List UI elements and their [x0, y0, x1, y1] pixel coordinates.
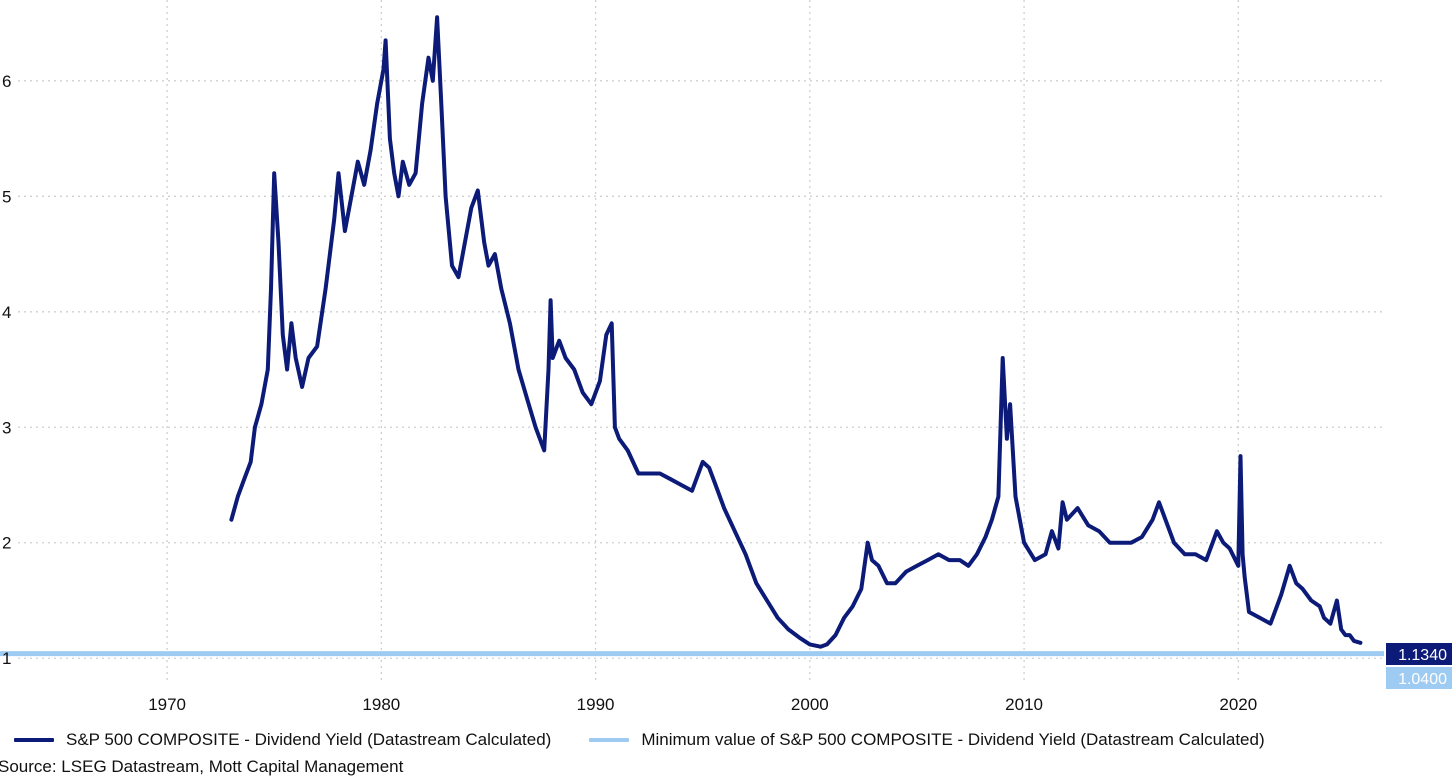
x-tick-label: 2010 — [1005, 695, 1043, 714]
y-tick-label: 1 — [2, 649, 11, 668]
y-tick-label: 2 — [2, 534, 11, 553]
last-value-badge-dividend-yield-bg — [1386, 643, 1452, 665]
last-value-badge-minimum-text: 1.0400 — [1398, 671, 1447, 688]
legend-item-dividend-yield: S&P 500 COMPOSITE - Dividend Yield (Data… — [14, 730, 551, 750]
legend-swatch-dividend-yield — [14, 738, 54, 742]
last-value-badge-dividend-yield: 1.1340 — [1386, 643, 1452, 665]
last-value-badge-minimum: 1.0400 — [1386, 667, 1452, 689]
y-tick-label: 6 — [2, 72, 11, 91]
series-line-dividend-yield — [229, 15, 1363, 649]
x-tick-label: 2020 — [1219, 695, 1257, 714]
grid — [18, 0, 1384, 680]
x-tick-label: 2000 — [791, 695, 829, 714]
x-tick-label: 1980 — [362, 695, 400, 714]
value-badges: 1.1340 1.0400 — [1386, 643, 1452, 689]
y-tick-label: 3 — [2, 418, 11, 437]
x-tick-label: 1990 — [577, 695, 615, 714]
y-tick-label: 4 — [2, 303, 11, 322]
last-value-badge-dividend-yield-text: 1.1340 — [1398, 647, 1447, 664]
last-value-badge-minimum-bg — [1386, 667, 1452, 689]
legend-swatch-minimum — [589, 738, 630, 742]
series-layer — [0, 15, 1384, 657]
tick-labels: 1970 1980 1990 2000 2010 2020 1 2 3 4 5 6 — [2, 72, 1257, 714]
legend: S&P 500 COMPOSITE - Dividend Yield (Data… — [14, 730, 1303, 750]
legend-item-minimum: Minimum value of S&P 500 COMPOSITE - Div… — [589, 730, 1265, 750]
legend-label-dividend-yield: S&P 500 COMPOSITE - Dividend Yield (Data… — [66, 730, 552, 749]
source-note: Source: LSEG Datastream, Mott Capital Ma… — [0, 757, 404, 776]
y-tick-label: 5 — [2, 187, 11, 206]
x-tick-label: 1970 — [148, 695, 186, 714]
legend-label-minimum: Minimum value of S&P 500 COMPOSITE - Div… — [641, 730, 1265, 749]
